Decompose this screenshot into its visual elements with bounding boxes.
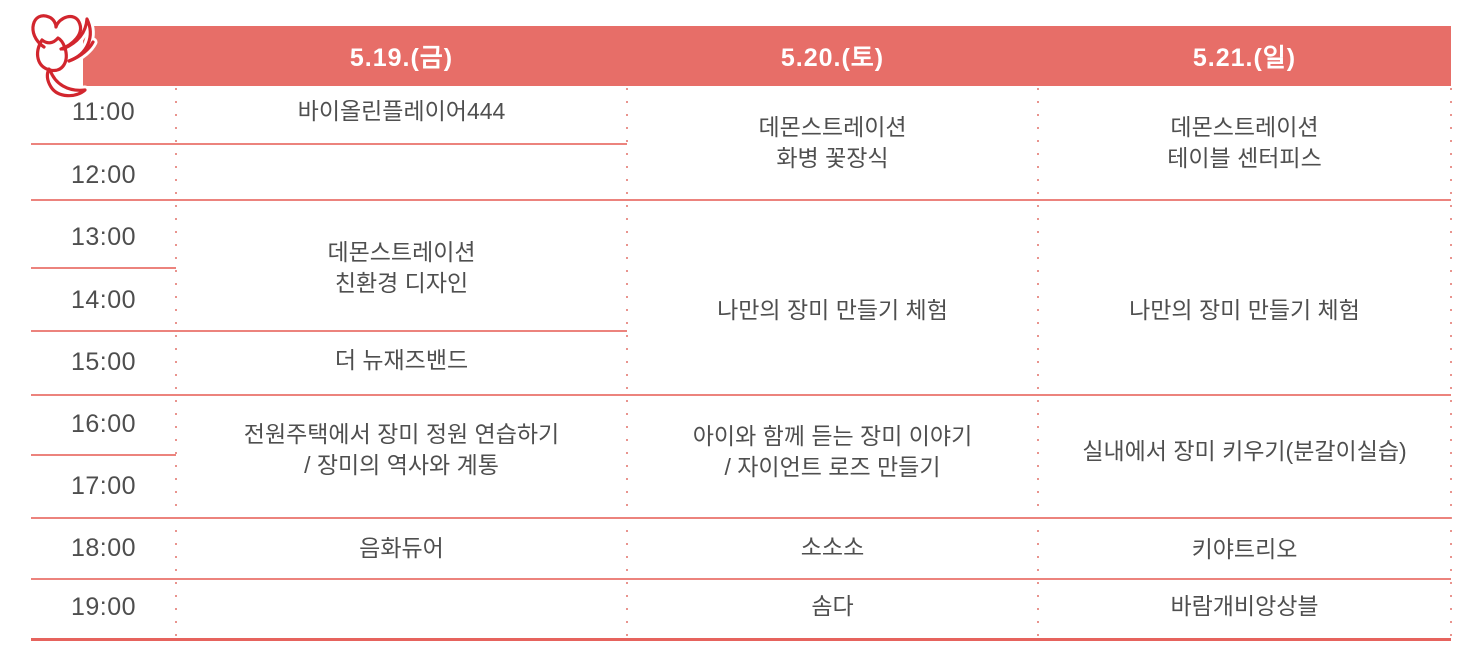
header-band: [83, 26, 1451, 86]
row-divider-16-17-time: [31, 454, 176, 456]
time-label-1200: 12:00: [70, 160, 137, 189]
time-label-1100: 11:00: [71, 97, 136, 126]
time-label-1700: 17:00: [70, 471, 137, 500]
row-divider-15-16: [31, 394, 1451, 396]
event-cell: 데몬스트레이션 친환경 디자인: [327, 239, 476, 296]
event-cell: 나만의 장미 만들기 체험: [717, 296, 948, 323]
row-divider-13-14-time: [31, 267, 176, 269]
event-cell: 바이올린플레이어444: [297, 97, 506, 124]
time-label-1500: 15:00: [70, 347, 137, 376]
time-label-1400: 14:00: [70, 285, 137, 314]
row-divider-14-15-fri: [31, 330, 627, 332]
row-divider-12-13: [31, 199, 1451, 201]
column-divider-fri-sat: [626, 88, 628, 640]
rose-icon: [28, 11, 98, 101]
event-cell: 나만의 장미 만들기 체험: [1129, 296, 1360, 323]
time-label-1800: 18:00: [70, 533, 137, 562]
time-label-1300: 13:00: [70, 222, 137, 251]
event-cell: 소소소: [800, 533, 865, 560]
event-cell: 아이와 함께 듣는 장미 이야기 / 자이언트 로즈 만들기: [692, 423, 973, 480]
header-day-fri: 5.19.(금): [349, 44, 454, 72]
header-day-sat: 5.20.(토): [780, 44, 885, 72]
time-label-1900: 19:00: [70, 592, 137, 621]
event-cell: 전원주택에서 장미 정원 연습하기 / 장미의 역사와 계통: [243, 421, 560, 478]
event-cell: 바람개비앙상블: [1170, 592, 1319, 619]
row-divider-17-18: [31, 517, 1451, 519]
event-cell: 더 뉴재즈밴드: [334, 346, 469, 373]
row-divider-11-12-fri: [31, 143, 627, 145]
column-divider-sat-sun: [1037, 88, 1039, 640]
event-cell: 데몬스트레이션 테이블 센터피스: [1167, 114, 1322, 171]
time-label-1600: 16:00: [70, 409, 137, 438]
header-day-sun: 5.21.(일): [1192, 44, 1297, 72]
event-cell: 실내에서 장미 키우기(분갈이실습): [1082, 437, 1407, 464]
column-divider-time-fri: [175, 88, 177, 640]
event-cell: 데몬스트레이션 화병 꽃장식: [758, 114, 907, 171]
row-divider-18-19: [31, 578, 1451, 580]
event-cell: 키야트리오: [1191, 535, 1298, 562]
event-cell: 음화듀어: [359, 534, 444, 561]
event-cell: 솜다: [811, 592, 854, 619]
table-bottom-line: [31, 638, 1451, 641]
column-divider-right-edge: [1450, 88, 1452, 640]
